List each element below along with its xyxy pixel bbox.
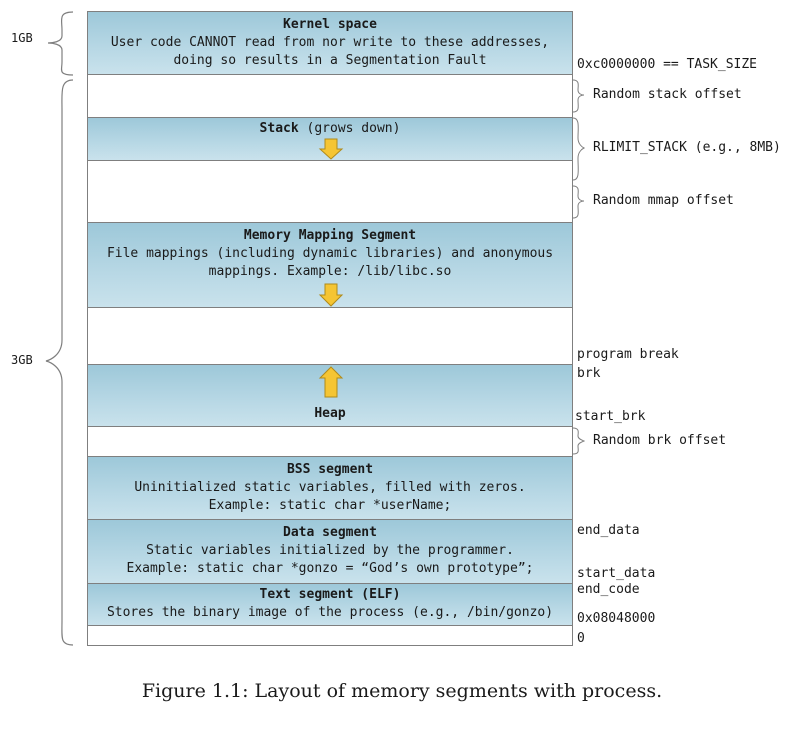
kernel-space-title: Kernel space (283, 17, 377, 32)
stack-title: Stack (259, 121, 299, 136)
mmap-title: Memory Mapping Segment (243, 228, 417, 243)
stack-growth-gap (87, 160, 573, 223)
bss-segment: BSS segment Uninitialized static variabl… (87, 456, 573, 520)
bss-title: BSS segment (286, 462, 374, 477)
random-stack-gap (87, 74, 573, 118)
kernel-size-label: 1GB (11, 31, 33, 45)
kernel-brace (47, 11, 74, 76)
brk-offset-brace (572, 427, 586, 455)
random-stack-offset-label: Random stack offset (593, 87, 742, 102)
data-description: Static variables initialized by the prog… (126, 543, 534, 576)
stack-grows-down-arrow (318, 138, 344, 160)
kernel-space-description: User code CANNOT read from nor write to … (110, 35, 550, 68)
rlimit-brace (572, 117, 586, 181)
rlimit-stack-label: RLIMIT_STACK (e.g., 8MB) (593, 140, 781, 155)
bss-description: Uninitialized static variables, filled w… (134, 480, 526, 513)
end-data-label: end_data (577, 523, 640, 538)
mmap-offset-brace (572, 185, 585, 219)
data-segment: Data segment Static variables initialize… (87, 519, 573, 584)
zero-address-label: 0 (577, 631, 585, 646)
brk-label: brk (577, 366, 601, 381)
user-brace (45, 79, 74, 646)
mmap-grows-down-arrow (318, 283, 344, 307)
stack-heading: Stack (grows down) (88, 118, 572, 138)
data-title: Data segment (283, 525, 377, 540)
heap-title: Heap (314, 406, 346, 421)
mmap-heap-gap (87, 307, 573, 365)
text-title: Text segment (ELF) (259, 587, 401, 602)
text-description: Stores the binary image of the process (… (106, 605, 554, 620)
stack-suffix: (grows down) (298, 121, 401, 136)
random-mmap-offset-label: Random mmap offset (593, 193, 734, 208)
kernel-space-segment: Kernel space User code CANNOT read from … (87, 11, 573, 75)
user-size-label: 3GB (11, 353, 33, 367)
mmap-description: File mappings (including dynamic librari… (106, 246, 554, 279)
start-brk-label: start_brk (575, 409, 646, 424)
stack-offset-brace (572, 79, 585, 113)
end-code-label: end_code (577, 582, 640, 597)
task-size-label: 0xc0000000 == TASK_SIZE (577, 57, 758, 72)
start-data-label: start_data (577, 566, 656, 581)
figure-caption: Figure 1.1: Layout of memory segments wi… (141, 680, 663, 702)
text-start-address-label: 0x08048000 (577, 611, 656, 626)
random-brk-gap (87, 426, 573, 457)
random-brk-offset-label: Random brk offset (593, 433, 727, 448)
bottom-null-gap (87, 625, 573, 646)
text-segment: Text segment (ELF) Stores the binary ima… (87, 583, 573, 626)
heap-grows-up-arrow (318, 366, 344, 398)
program-break-label: program break (577, 347, 679, 362)
